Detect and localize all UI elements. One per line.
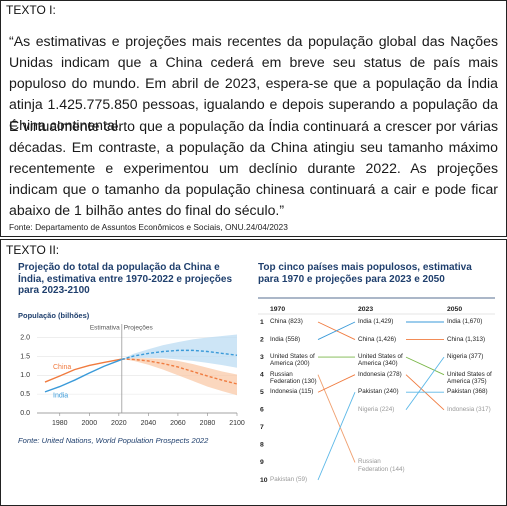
rank-entry: Indonesia (317) bbox=[447, 405, 491, 413]
rank-entry: United States of America (340) bbox=[358, 353, 403, 368]
rank-entry: United States of America (375) bbox=[447, 370, 492, 385]
rank-entry: India (1,670) bbox=[447, 318, 483, 325]
rank-entry: Pakistan (368) bbox=[447, 388, 488, 396]
rank-entry: Pakistan (240) bbox=[358, 388, 399, 396]
rank-entry: Russian Federation (130) bbox=[270, 370, 317, 385]
rank-entry: Nigeria (224) bbox=[358, 405, 395, 413]
chart-title: Projeção do total da população da China … bbox=[18, 262, 232, 296]
rank-entry: India (558) bbox=[270, 335, 301, 343]
source: Fonte: Departamento de Assuntos Econômic… bbox=[9, 222, 288, 232]
rank-entry: India (1,429) bbox=[358, 318, 394, 325]
rank-entry: United States of America (200) bbox=[270, 353, 315, 368]
rank-entry: Pakistan (59) bbox=[270, 476, 308, 483]
chart-source: Fonte: United Nations, World Population … bbox=[18, 436, 209, 445]
rank-entry: China (1,313) bbox=[447, 335, 486, 343]
rank-entry: China (1,426) bbox=[358, 335, 397, 343]
rank-entry: Indonesia (115) bbox=[270, 388, 314, 396]
paragraph: É virtualmente certo que a população da … bbox=[9, 118, 498, 218]
rank-entry: Indonesia (278) bbox=[358, 370, 402, 378]
paragraph: “As estimativas e projeções mais recente… bbox=[9, 33, 498, 133]
texto2-label: TEXTO II: bbox=[6, 243, 60, 257]
rank-entry: Russian Federation (144) bbox=[358, 458, 405, 473]
rank-entry: Nigeria (377) bbox=[447, 353, 484, 361]
texto1-label: TEXTO I: bbox=[6, 3, 56, 17]
rank-entry: China (823) bbox=[270, 318, 303, 325]
chart-title: Top cinco países mais populosos, estimat… bbox=[258, 262, 472, 285]
